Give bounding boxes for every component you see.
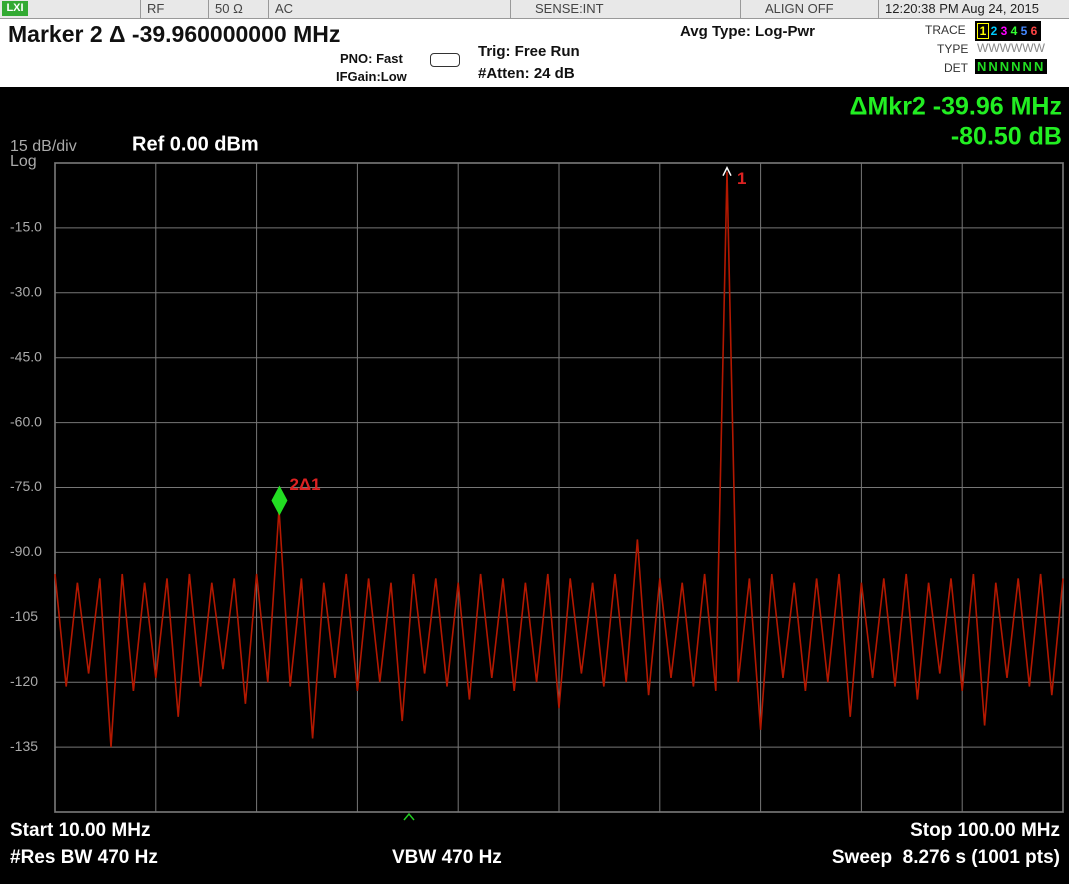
trace-number: 3 — [1000, 24, 1008, 38]
y-tick-label: -105 — [10, 608, 38, 624]
y-tick-label: -45.0 — [10, 348, 42, 364]
det-value: NNNNNN — [975, 59, 1048, 74]
status-item: ALIGN OFF — [740, 0, 895, 18]
status-item: SENSE:INT — [510, 0, 635, 18]
status-item: 12:20:38 PM Aug 24, 2015 — [878, 0, 1069, 18]
marker-label: 1 — [737, 169, 746, 188]
marker-label: 2Δ1 — [289, 475, 320, 494]
res-bw: #Res BW 470 Hz — [10, 847, 158, 868]
marker-readout: -80.50 dB — [951, 123, 1062, 151]
status-item: AC — [268, 0, 335, 18]
avg-type: Avg Type: Log-Pwr — [680, 23, 815, 40]
vbw: VBW 470 Hz — [392, 847, 502, 868]
logo: LXI — [2, 1, 28, 16]
trace-number: 6 — [1030, 24, 1038, 38]
y-tick-label: -90.0 — [10, 543, 42, 559]
center-indicator — [403, 812, 415, 821]
trigger-icon — [430, 53, 460, 67]
ifgain: IFGain:Low — [336, 69, 407, 84]
y-tick-label: -15.0 — [10, 219, 42, 235]
trace-label: TRACE — [925, 23, 966, 37]
atten: #Atten: 24 dB — [478, 65, 575, 82]
ref-level: Ref 0.00 dBm — [132, 133, 259, 155]
header: Marker 2 Δ -39.960000000 MHz PNO: Fast I… — [0, 19, 1069, 87]
y-tick-label: -120 — [10, 673, 38, 689]
log-label: Log — [10, 153, 37, 170]
marker — [722, 165, 732, 176]
trace-number: 5 — [1020, 24, 1028, 38]
pno: PNO: Fast — [340, 51, 403, 66]
status-item: 50 Ω — [208, 0, 270, 18]
trace-number: 4 — [1010, 24, 1018, 38]
status-item: RF — [140, 0, 207, 18]
marker — [271, 485, 288, 516]
trace-number: 2 — [990, 24, 998, 38]
y-tick-label: -75.0 — [10, 478, 42, 494]
stop-freq: Stop 100.00 MHz — [910, 820, 1060, 841]
type-label: TYPE — [937, 42, 969, 56]
trig: Trig: Free Run — [478, 43, 580, 60]
type-value: WWWWWW — [977, 41, 1045, 55]
trace-number: 1 — [977, 23, 989, 39]
y-tick-label: -30.0 — [10, 284, 42, 300]
y-tick-label: -60.0 — [10, 413, 42, 429]
scale-label: 15 dB/div — [10, 138, 77, 155]
y-tick-label: -135 — [10, 738, 38, 754]
status-bar: LXI RF 50 Ω AC SENSE:INT ALIGN OFF 12:20… — [0, 0, 1069, 19]
marker-title: Marker 2 Δ -39.960000000 MHz — [8, 21, 341, 47]
marker-readout: ΔMkr2 -39.96 MHz — [850, 93, 1063, 121]
start-freq: Start 10.00 MHz — [10, 820, 150, 841]
det-label: DET — [944, 61, 968, 75]
sweep: Sweep 8.276 s (1001 pts) — [832, 847, 1060, 868]
trace — [54, 171, 1064, 748]
